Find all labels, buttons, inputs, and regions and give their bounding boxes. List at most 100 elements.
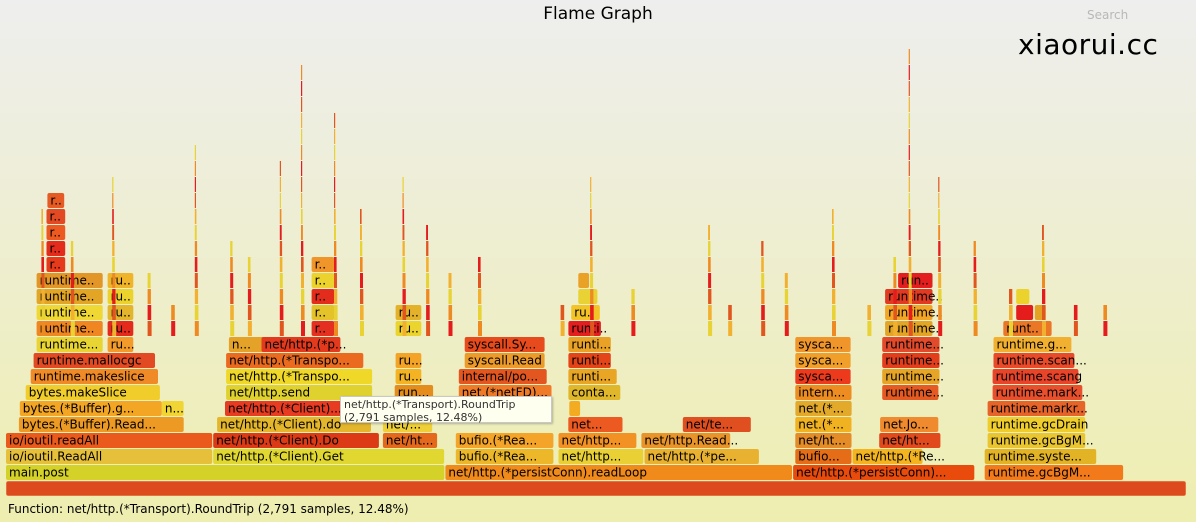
stack-frame-0[interactable]: runtime.. bbox=[36, 321, 103, 336]
spike-frame[interactable] bbox=[908, 113, 910, 128]
spike-frame[interactable] bbox=[41, 289, 45, 304]
frame-rect[interactable] bbox=[1016, 289, 1030, 304]
frame-rect[interactable] bbox=[793, 465, 975, 480]
spike-frame[interactable] bbox=[279, 273, 283, 288]
spike-frame[interactable] bbox=[1009, 305, 1013, 320]
frame-rect[interactable] bbox=[795, 417, 852, 432]
frame-26[interactable]: net/te... bbox=[682, 417, 751, 432]
frame-rect[interactable] bbox=[226, 353, 364, 368]
spike-frame[interactable] bbox=[279, 257, 283, 272]
frame-43[interactable]: intern... bbox=[795, 385, 852, 400]
frame-rect[interactable] bbox=[46, 209, 66, 224]
spike-frame[interactable] bbox=[938, 289, 942, 304]
frame-rect[interactable] bbox=[882, 337, 940, 352]
spike-frame[interactable] bbox=[448, 321, 453, 336]
spike-frame[interactable] bbox=[708, 225, 710, 240]
spike-frame[interactable] bbox=[908, 161, 910, 176]
spike-frame[interactable] bbox=[194, 241, 198, 256]
frame-rect[interactable] bbox=[395, 369, 422, 384]
spike-frame[interactable] bbox=[908, 273, 912, 288]
spike-frame[interactable] bbox=[334, 321, 338, 336]
spike-frame[interactable] bbox=[402, 273, 406, 288]
spike-frame[interactable] bbox=[973, 241, 976, 256]
spike-frame[interactable] bbox=[590, 193, 592, 208]
spike-frame[interactable] bbox=[938, 193, 940, 208]
spike-frame[interactable] bbox=[908, 209, 911, 224]
frame-rect[interactable] bbox=[18, 417, 184, 432]
spike-frame[interactable] bbox=[41, 225, 44, 240]
spike-frame[interactable] bbox=[112, 225, 115, 240]
stack-frame-11[interactable]: r.. bbox=[46, 209, 66, 224]
frame-59[interactable]: sysca... bbox=[795, 353, 851, 368]
frame-44[interactable]: runtime... bbox=[882, 385, 944, 400]
spike-frame[interactable] bbox=[1073, 305, 1078, 320]
frame-rect[interactable] bbox=[46, 225, 66, 240]
frame-rect[interactable] bbox=[882, 385, 939, 400]
spike-frame[interactable] bbox=[41, 241, 44, 256]
spike-frame[interactable] bbox=[938, 305, 942, 320]
spike-frame[interactable] bbox=[334, 193, 336, 208]
spike-frame[interactable] bbox=[708, 321, 713, 336]
frame-rect[interactable] bbox=[464, 353, 545, 368]
frame-rect[interactable] bbox=[46, 241, 66, 256]
stack-frame-2[interactable]: runtime.. bbox=[36, 305, 103, 320]
spike-frame[interactable] bbox=[1042, 305, 1046, 320]
frame-rect[interactable] bbox=[987, 417, 1086, 432]
spike-frame[interactable] bbox=[708, 273, 712, 288]
frame-rect[interactable] bbox=[25, 385, 160, 400]
spike-frame[interactable] bbox=[832, 289, 836, 304]
spike-frame[interactable] bbox=[590, 305, 594, 320]
spike-frame[interactable] bbox=[279, 225, 282, 240]
frame-42[interactable]: conta... bbox=[568, 385, 621, 400]
frame-rect[interactable] bbox=[107, 321, 134, 336]
spike-frame[interactable] bbox=[334, 241, 337, 256]
frame-rect[interactable] bbox=[464, 337, 545, 352]
spike-frame[interactable] bbox=[402, 209, 405, 224]
frame-35[interactable]: net.(*... bbox=[795, 401, 852, 416]
spike-frame[interactable] bbox=[832, 257, 835, 272]
stack-frame-31[interactable] bbox=[1016, 289, 1030, 304]
spike-frame[interactable] bbox=[908, 129, 910, 144]
spike-frame[interactable] bbox=[973, 321, 978, 336]
frame-rect[interactable] bbox=[395, 321, 422, 336]
frame-rect[interactable] bbox=[382, 433, 438, 448]
frame-rect[interactable] bbox=[226, 369, 373, 384]
spike-frame[interactable] bbox=[301, 65, 303, 80]
frame-10[interactable]: net/http.(*Re... bbox=[852, 449, 946, 464]
spike-frame[interactable] bbox=[402, 257, 406, 272]
frame-47[interactable]: net/http.(*Transpo... bbox=[226, 369, 373, 384]
spike-frame[interactable] bbox=[784, 305, 789, 320]
spike-frame[interactable] bbox=[194, 177, 196, 192]
frame-2[interactable]: net/http.(*persistConn)... bbox=[793, 465, 975, 480]
spike-frame[interactable] bbox=[728, 305, 732, 320]
spike-frame[interactable] bbox=[360, 273, 363, 288]
stack-frame-14[interactable]: r.. bbox=[311, 305, 335, 320]
spike-frame[interactable] bbox=[426, 305, 430, 320]
spike-frame[interactable] bbox=[334, 113, 336, 128]
spike-frame[interactable] bbox=[973, 273, 977, 288]
spike-frame[interactable] bbox=[147, 273, 151, 288]
frame-rect[interactable] bbox=[984, 449, 1097, 464]
frame-65[interactable]: net/http.(*p... bbox=[261, 337, 347, 352]
spike-frame[interactable] bbox=[938, 225, 941, 240]
spike-frame[interactable] bbox=[908, 65, 910, 80]
spike-frame[interactable] bbox=[908, 177, 910, 192]
spike-frame[interactable] bbox=[402, 225, 405, 240]
spike-frame[interactable] bbox=[247, 257, 251, 272]
spike-frame[interactable] bbox=[631, 289, 635, 304]
spike-frame[interactable] bbox=[478, 257, 481, 272]
spike-frame[interactable] bbox=[112, 241, 115, 256]
spike-frame[interactable] bbox=[973, 305, 978, 320]
frame-37[interactable]: runtime.markr... bbox=[987, 401, 1088, 416]
stack-frame-1[interactable]: ru.. bbox=[107, 321, 134, 336]
spike-frame[interactable] bbox=[247, 273, 251, 288]
spike-frame[interactable] bbox=[478, 321, 482, 336]
frame-rect[interactable] bbox=[992, 369, 1079, 384]
spike-frame[interactable] bbox=[247, 289, 252, 304]
spike-frame[interactable] bbox=[832, 241, 835, 256]
spike-frame[interactable] bbox=[908, 321, 913, 336]
frame-rect[interactable] bbox=[458, 369, 547, 384]
frame-rect[interactable] bbox=[568, 321, 601, 336]
spike-frame[interactable] bbox=[194, 145, 196, 160]
spike-frame[interactable] bbox=[112, 289, 116, 304]
